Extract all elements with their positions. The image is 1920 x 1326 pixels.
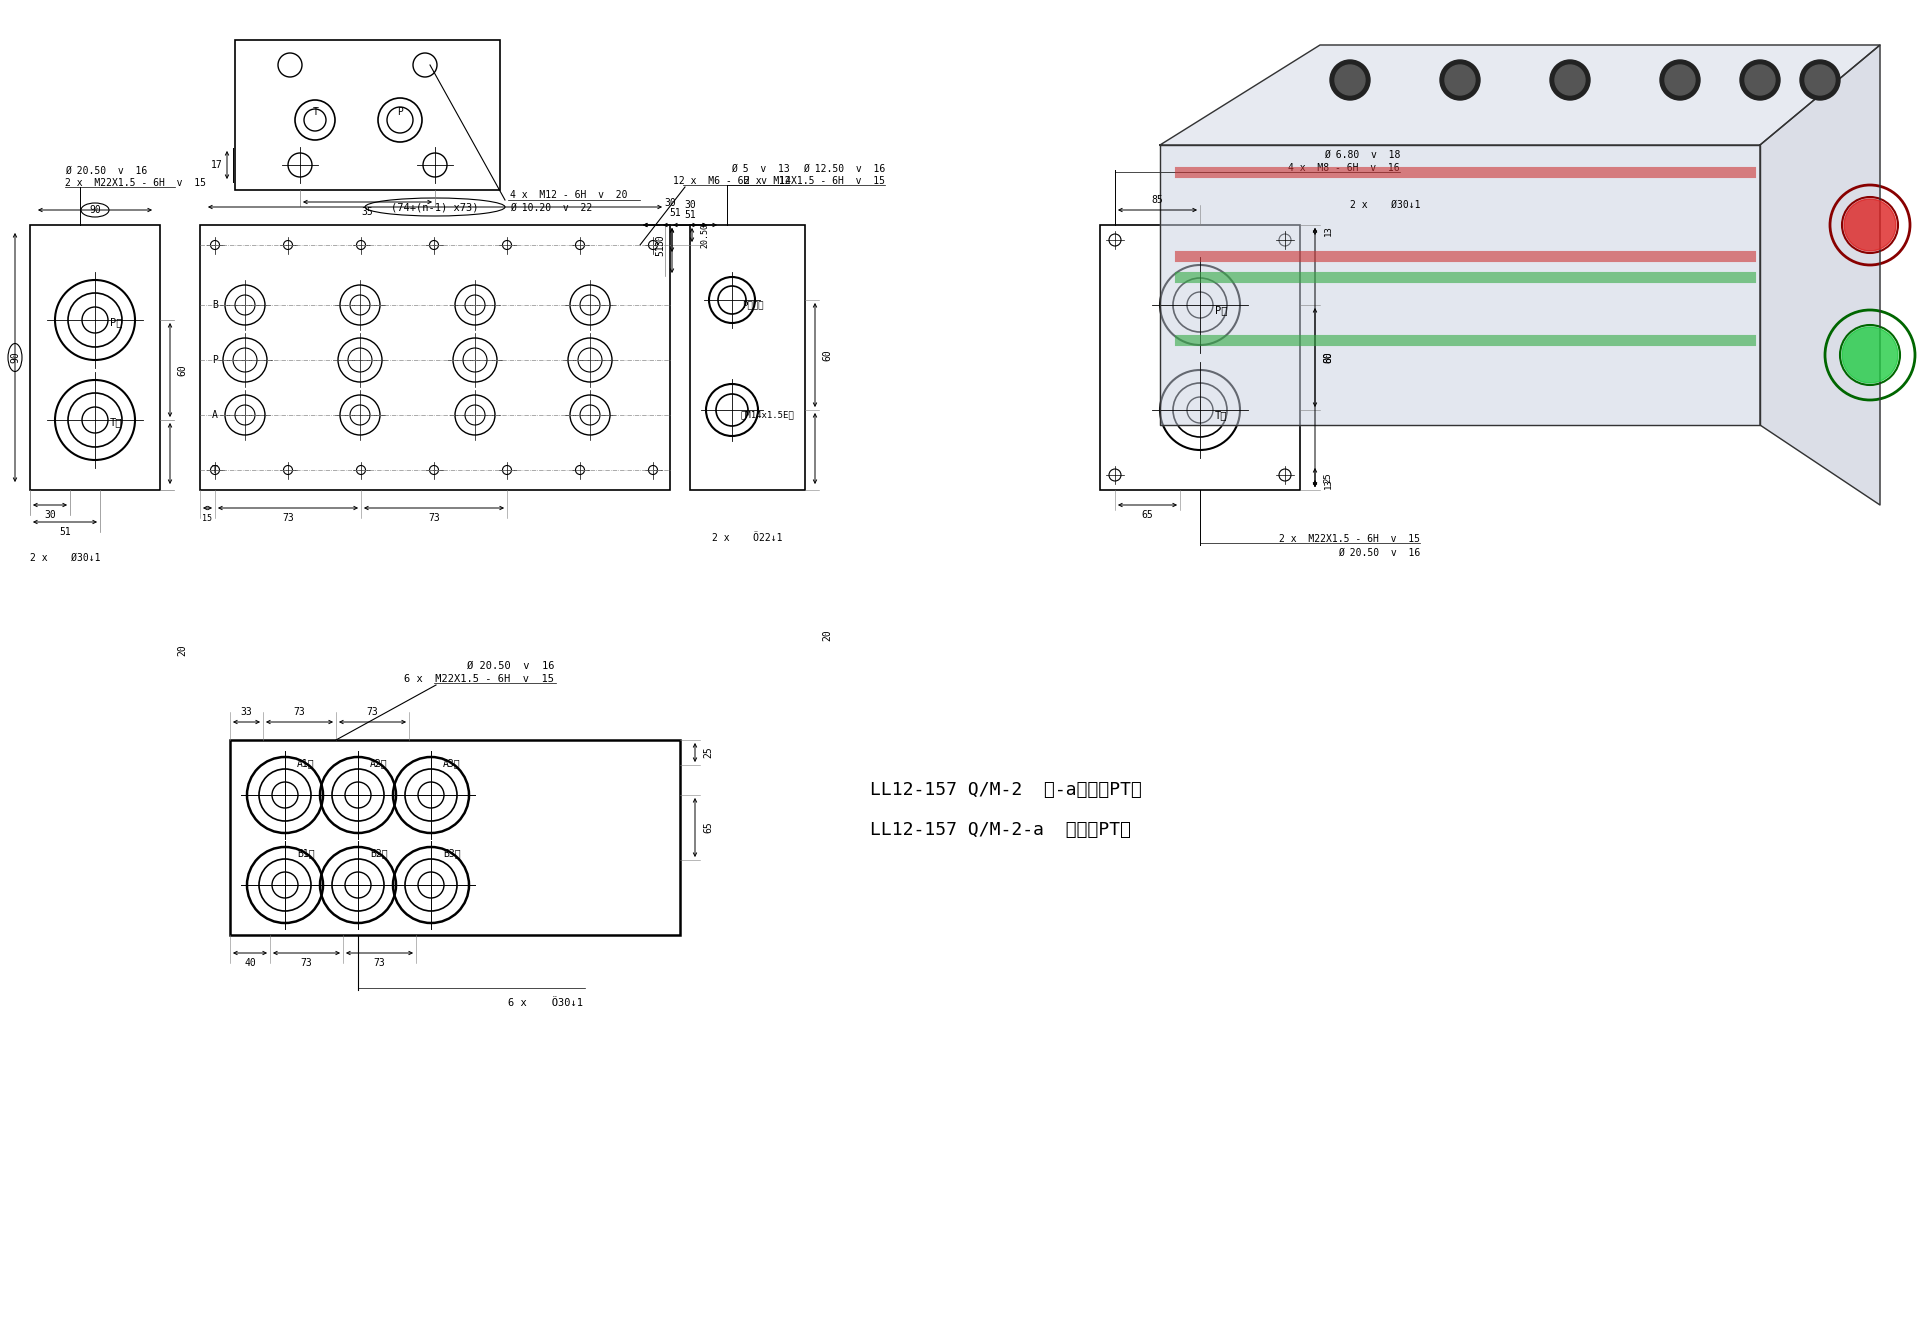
Polygon shape [1160, 145, 1761, 426]
Circle shape [1841, 328, 1899, 383]
Text: 30: 30 [664, 198, 676, 208]
Circle shape [1549, 60, 1590, 99]
Text: 6 x  M22X1.5 - 6H  v  15: 6 x M22X1.5 - 6H v 15 [403, 674, 555, 684]
Text: 73: 73 [294, 707, 305, 717]
Circle shape [1555, 65, 1586, 95]
Text: 20: 20 [177, 644, 186, 656]
Text: 73: 73 [300, 957, 311, 968]
Text: LL12-157 Q/M-2-a  底部无PT口: LL12-157 Q/M-2-a 底部无PT口 [870, 821, 1131, 839]
Text: 73: 73 [428, 513, 440, 522]
Circle shape [1446, 65, 1475, 95]
Text: Ø 6.80  v  18: Ø 6.80 v 18 [1323, 150, 1400, 160]
Text: 12 x  M6 - 6H  v  12: 12 x M6 - 6H v 12 [672, 176, 789, 186]
Text: 4 x  M8 - 6H  v  16: 4 x M8 - 6H v 16 [1288, 163, 1400, 172]
Text: P口: P口 [109, 317, 123, 328]
Circle shape [1843, 199, 1895, 251]
Text: A1口: A1口 [298, 758, 315, 768]
Text: 90: 90 [88, 206, 102, 215]
Text: 15: 15 [202, 513, 211, 522]
Text: 60: 60 [177, 365, 186, 375]
Text: 35: 35 [361, 207, 372, 217]
Text: T口: T口 [109, 416, 123, 427]
Text: 60: 60 [822, 349, 831, 361]
Text: 4 x  M12 - 6H  v  20: 4 x M12 - 6H v 20 [511, 190, 628, 200]
Text: 2 x  M22X1.5 - 6H  v  15: 2 x M22X1.5 - 6H v 15 [1279, 534, 1421, 544]
Circle shape [1661, 60, 1699, 99]
Circle shape [1440, 60, 1480, 99]
Text: P测压口: P测压口 [741, 301, 764, 309]
Text: Ø 10.20  v  22: Ø 10.20 v 22 [511, 203, 591, 213]
Text: Ø 20.50  v  16: Ø 20.50 v 16 [467, 660, 555, 671]
Text: Ø 20.50  v  16: Ø 20.50 v 16 [1338, 548, 1421, 558]
Circle shape [1805, 65, 1836, 95]
Bar [1100, 225, 1300, 491]
Text: A3口: A3口 [444, 758, 461, 768]
Text: A: A [211, 410, 219, 420]
Text: T: T [211, 465, 219, 475]
Text: 2 x    Ø30↓1: 2 x Ø30↓1 [31, 553, 100, 564]
Circle shape [1740, 60, 1780, 99]
Text: 65: 65 [1140, 511, 1152, 520]
Text: LL12-157 Q/M-2  无-a底部有PT口: LL12-157 Q/M-2 无-a底部有PT口 [870, 781, 1142, 800]
Text: 17: 17 [211, 160, 223, 170]
Circle shape [1665, 65, 1695, 95]
Text: 6 x    Ö30↓1: 6 x Ö30↓1 [509, 998, 584, 1008]
Text: A2口: A2口 [371, 758, 388, 768]
Text: P: P [211, 355, 219, 365]
Text: 51: 51 [684, 210, 695, 220]
Text: 51: 51 [655, 244, 664, 256]
Text: B3口: B3口 [444, 849, 461, 858]
Text: 73: 73 [367, 707, 378, 717]
Text: 13: 13 [1323, 225, 1332, 236]
Text: Ø 20.50  v  16: Ø 20.50 v 16 [65, 166, 148, 176]
Text: 2 x    Ø30↓1: 2 x Ø30↓1 [1350, 200, 1421, 210]
Text: 2 x  M22X1.5 - 6H  v  15: 2 x M22X1.5 - 6H v 15 [65, 178, 205, 188]
Text: 配M14x1.5E堡: 配M14x1.5E堡 [739, 411, 793, 419]
Text: (74+(n-1) x73): (74+(n-1) x73) [392, 202, 478, 212]
Text: 2 x  M14X1.5 - 6H  v  15: 2 x M14X1.5 - 6H v 15 [745, 176, 885, 186]
Text: 13: 13 [1323, 479, 1332, 489]
Text: 80: 80 [1323, 351, 1332, 363]
Polygon shape [1761, 45, 1880, 505]
Text: 73: 73 [282, 513, 294, 522]
Text: T口: T口 [1215, 410, 1227, 420]
Text: 51: 51 [60, 526, 71, 537]
Text: 20: 20 [822, 629, 831, 640]
Text: 20.50: 20.50 [701, 223, 710, 248]
Circle shape [1331, 60, 1371, 99]
Circle shape [1801, 60, 1839, 99]
Text: T: T [313, 107, 319, 117]
Text: 85: 85 [1152, 195, 1164, 206]
Bar [689, 225, 804, 491]
Polygon shape [1160, 45, 1880, 145]
Text: P口: P口 [1215, 305, 1227, 316]
Bar [234, 40, 499, 190]
Text: 40: 40 [244, 957, 255, 968]
Text: 30: 30 [44, 511, 56, 520]
Text: Ø 5  v  13: Ø 5 v 13 [732, 164, 789, 174]
Text: 30: 30 [684, 200, 695, 210]
Text: 51: 51 [670, 208, 682, 217]
Circle shape [1334, 65, 1365, 95]
Text: 25: 25 [1323, 472, 1332, 484]
Bar [31, 225, 159, 491]
Text: 33: 33 [240, 707, 252, 717]
Text: 73: 73 [372, 957, 384, 968]
Text: P: P [397, 107, 403, 117]
Text: 90: 90 [10, 351, 19, 363]
Text: 60: 60 [1323, 351, 1332, 363]
Text: B: B [211, 300, 219, 310]
Circle shape [1745, 65, 1774, 95]
Text: 2 x    Ö22↓1: 2 x Ö22↓1 [712, 533, 783, 544]
Text: 25: 25 [703, 747, 712, 758]
Bar [200, 225, 670, 491]
Text: 65: 65 [703, 821, 712, 833]
Text: B1口: B1口 [298, 849, 315, 858]
Text: 30: 30 [655, 235, 664, 245]
Text: Ø 12.50  v  16: Ø 12.50 v 16 [803, 164, 885, 174]
Bar [230, 740, 680, 935]
Text: B2口: B2口 [371, 849, 388, 858]
